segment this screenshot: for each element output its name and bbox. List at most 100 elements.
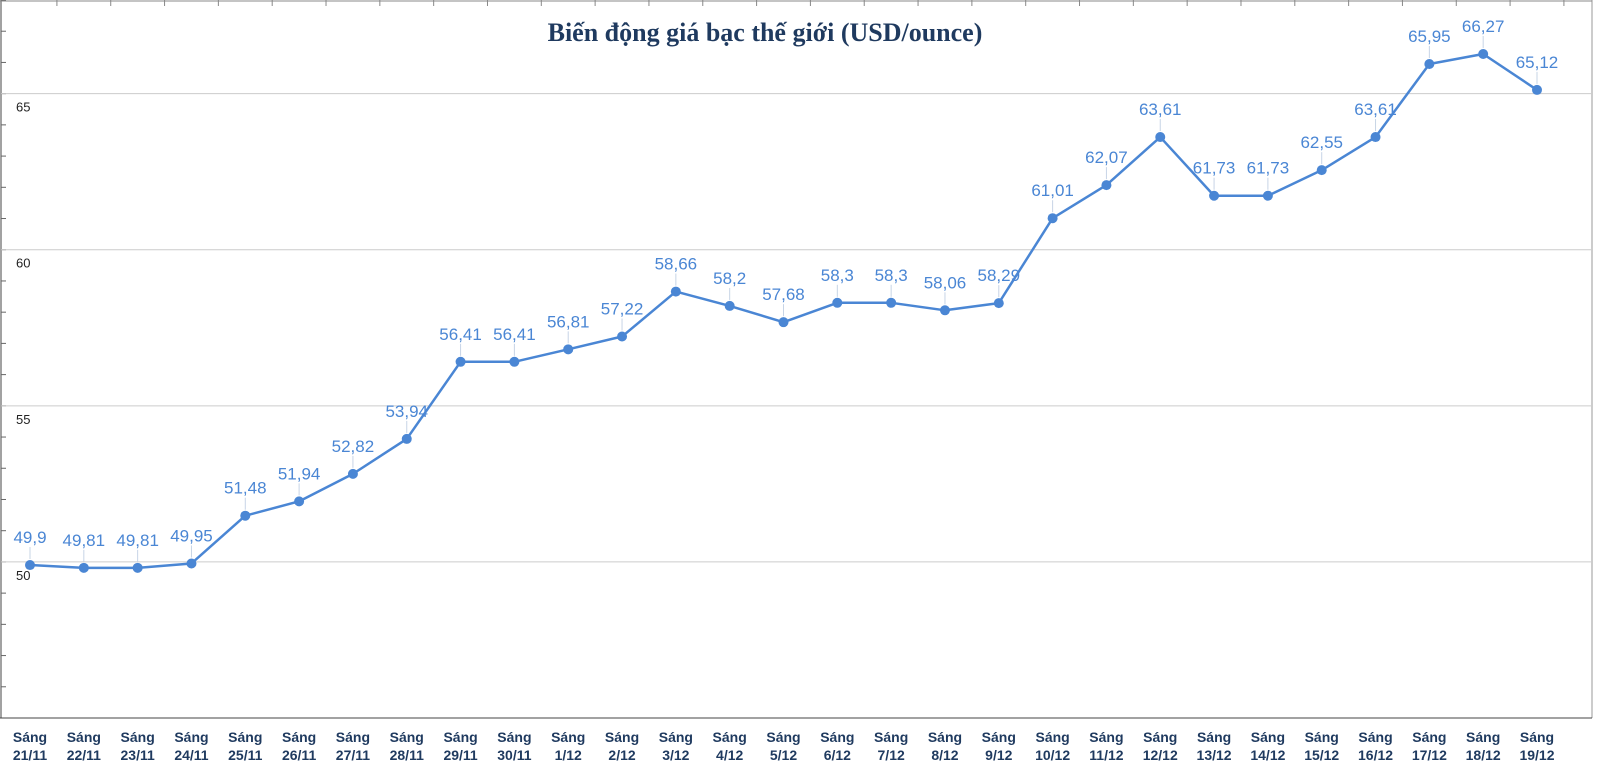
data-point	[832, 297, 843, 308]
x-tick-label: Sáng	[1143, 729, 1177, 745]
x-tick-label: 29/11	[443, 747, 477, 763]
x-tick-label: 5/12	[770, 747, 797, 763]
x-tick-label: 11/12	[1089, 747, 1123, 763]
x-tick-label: Sáng	[1089, 729, 1123, 745]
data-point	[294, 496, 305, 507]
data-label: 58,06	[924, 273, 967, 292]
x-tick-label: 3/12	[662, 747, 689, 763]
x-tick-label: Sáng	[820, 729, 854, 745]
x-tick-label: Sáng	[390, 729, 424, 745]
data-point	[1101, 180, 1112, 191]
x-tick-label: 14/12	[1250, 747, 1285, 763]
x-tick-label: Sáng	[174, 729, 208, 745]
x-tick-label: Sáng	[659, 729, 693, 745]
data-point	[1478, 49, 1489, 60]
x-tick-label: 18/12	[1466, 747, 1501, 763]
x-tick-label: 1/12	[555, 747, 582, 763]
x-tick-label: 4/12	[716, 747, 743, 763]
data-label: 49,81	[63, 531, 106, 550]
x-tick-label: Sáng	[605, 729, 639, 745]
x-tick-label: 15/12	[1304, 747, 1339, 763]
data-label: 49,95	[170, 526, 213, 545]
data-label: 51,48	[224, 479, 267, 498]
data-label: 58,29	[978, 266, 1021, 285]
data-point	[1424, 58, 1435, 69]
x-tick-label: Sáng	[1466, 729, 1500, 745]
x-tick-label: 9/12	[985, 747, 1012, 763]
data-label: 56,81	[547, 312, 590, 331]
data-point	[455, 356, 466, 367]
x-tick-label: 21/11	[13, 747, 47, 763]
x-tick-label: 30/11	[497, 747, 531, 763]
data-label: 62,55	[1300, 133, 1343, 152]
data-label: 56,41	[493, 325, 536, 344]
data-point	[240, 510, 251, 521]
data-point	[939, 305, 950, 316]
x-tick-label: 12/12	[1143, 747, 1178, 763]
data-point	[670, 286, 681, 297]
data-point	[1532, 84, 1542, 95]
chart-title: Biến động giá bạc thế giới (USD/ounce)	[547, 18, 983, 47]
x-tick-label: Sáng	[1358, 729, 1392, 745]
x-tick-label: Sáng	[766, 729, 800, 745]
x-tick-label: Sáng	[443, 729, 477, 745]
data-point	[1209, 190, 1220, 201]
data-point	[1155, 132, 1166, 143]
data-point	[132, 562, 143, 573]
x-tick-label: Sáng	[13, 729, 47, 745]
x-tick-label: 23/11	[121, 747, 155, 763]
data-label: 52,82	[332, 437, 375, 456]
x-tick-label: 25/11	[228, 747, 262, 763]
x-tick-label: Sáng	[282, 729, 316, 745]
x-tick-label: 17/12	[1412, 747, 1447, 763]
x-tick-label: 6/12	[824, 747, 851, 763]
x-tick-label: 13/12	[1197, 747, 1232, 763]
data-point	[401, 433, 412, 444]
data-label: 66,27	[1462, 17, 1505, 36]
data-point	[186, 558, 197, 569]
data-label: 56,41	[439, 325, 482, 344]
data-label: 61,01	[1031, 181, 1074, 200]
data-point	[25, 560, 35, 571]
data-point	[778, 317, 789, 328]
data-label: 49,81	[116, 531, 159, 550]
data-label: 58,2	[713, 269, 746, 288]
x-tick-label: Sáng	[928, 729, 962, 745]
data-point	[563, 344, 574, 355]
x-tick-label: 28/11	[390, 747, 424, 763]
data-point	[617, 331, 628, 342]
data-point	[78, 562, 89, 573]
x-tick-label: Sáng	[1035, 729, 1069, 745]
x-tick-label: Sáng	[228, 729, 262, 745]
data-label: 65,95	[1408, 27, 1451, 46]
x-tick-label: 2/12	[608, 747, 635, 763]
y-tick-label: 50	[16, 568, 30, 583]
y-tick-label: 55	[16, 412, 30, 427]
x-tick-label: Sáng	[1412, 729, 1446, 745]
data-point	[993, 298, 1004, 309]
x-tick-label: Sáng	[874, 729, 908, 745]
data-label: 53,94	[385, 402, 428, 421]
x-tick-label: Sáng	[1251, 729, 1285, 745]
data-label: 65,12	[1516, 53, 1559, 72]
x-tick-label: 7/12	[878, 747, 905, 763]
data-label: 49,9	[13, 528, 46, 547]
x-tick-label: Sáng	[551, 729, 585, 745]
data-label: 61,73	[1247, 159, 1290, 178]
data-label: 57,68	[762, 285, 805, 304]
data-point	[347, 468, 358, 479]
data-label: 58,3	[821, 266, 854, 285]
data-label: 57,22	[601, 300, 644, 319]
data-label: 61,73	[1193, 159, 1236, 178]
data-label: 51,94	[278, 464, 321, 483]
x-tick-label: Sáng	[1197, 729, 1231, 745]
data-point	[1316, 165, 1327, 176]
data-label: 63,61	[1354, 100, 1397, 119]
x-tick-label: 16/12	[1358, 747, 1393, 763]
x-tick-label: Sáng	[713, 729, 747, 745]
data-point	[1262, 190, 1273, 201]
y-tick-label: 60	[16, 256, 30, 271]
x-tick-label: Sáng	[336, 729, 370, 745]
